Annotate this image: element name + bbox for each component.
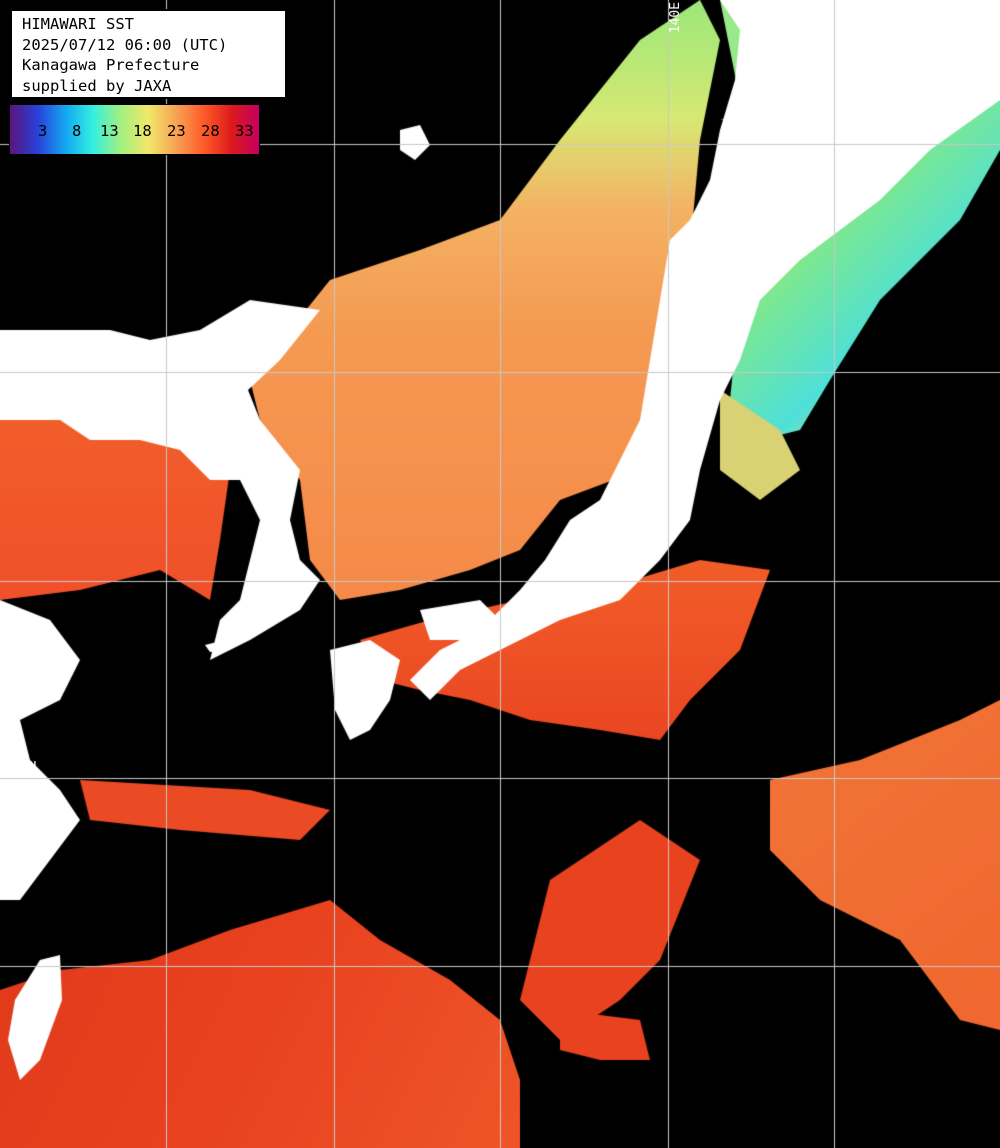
legend-tick: 13 [100, 122, 119, 140]
data-supplier: supplied by JAXA [22, 76, 172, 95]
latitude-label-30n: 30N [13, 760, 37, 775]
timestamp: 2025/07/12 06:00 (UTC) [22, 35, 228, 54]
legend-tick: 28 [201, 122, 220, 140]
title-box: HIMAWARI SST 2025/07/12 06:00 (UTC) Kana… [10, 9, 287, 99]
latitude-label-40n: 40N [13, 352, 37, 367]
legend-tick: 8 [72, 122, 82, 140]
legend-tick: 33 [235, 122, 254, 140]
longitude-label-140e: 140E [668, 2, 683, 34]
product-title: HIMAWARI SST [22, 15, 134, 33]
legend-tick: 23 [167, 122, 186, 140]
temperature-color-legend: 3 8 13 18 23 28 33 [9, 104, 260, 155]
legend-tick: 18 [133, 122, 152, 140]
legend-tick: 3 [38, 122, 48, 140]
region-name: Kanagawa Prefecture [22, 56, 200, 74]
